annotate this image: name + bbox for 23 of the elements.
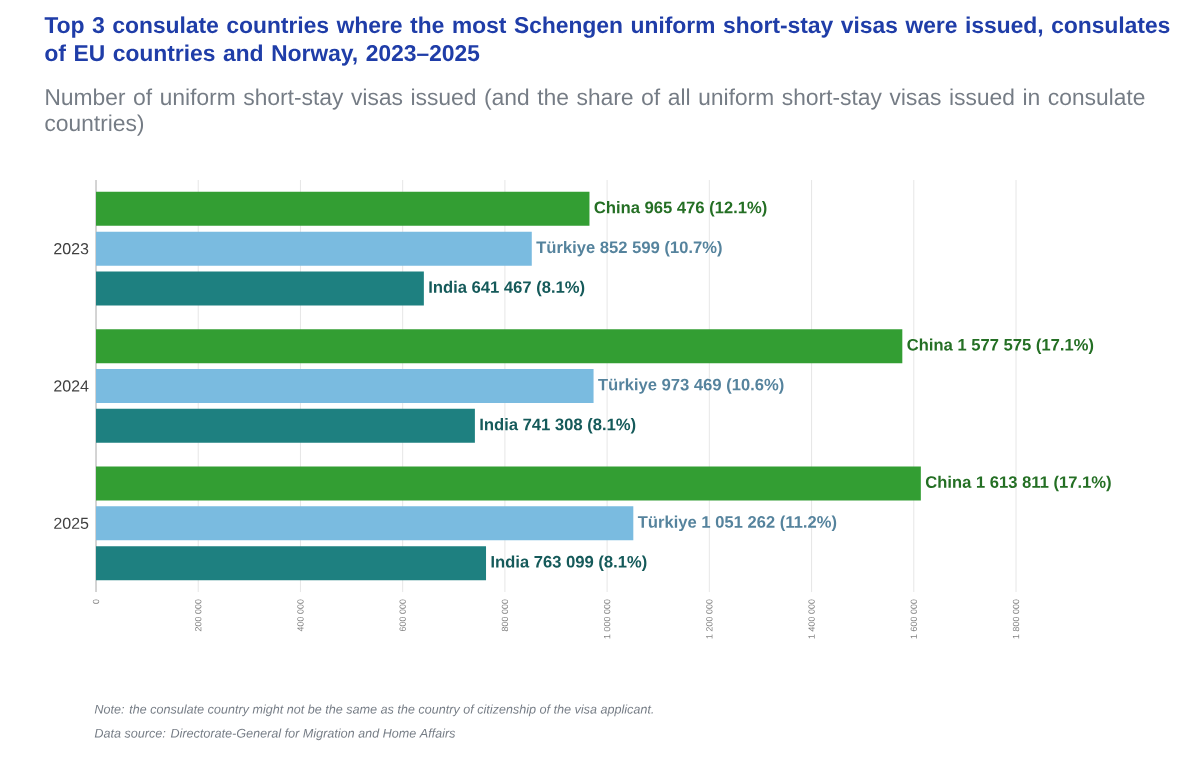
bar bbox=[96, 546, 487, 581]
data-label: India 741 308 (8.1%) bbox=[480, 418, 636, 434]
bar bbox=[96, 329, 903, 364]
data-label: China 1 577 575 (17.1%) bbox=[907, 338, 1094, 354]
data-label: China 965 476 (12.1%) bbox=[594, 201, 767, 217]
bar bbox=[96, 506, 634, 541]
bar bbox=[96, 271, 424, 306]
data-label: Türkiye 852 599 (10.7%) bbox=[536, 240, 722, 257]
data-label: China 1 613 811 (17.1%) bbox=[925, 475, 1111, 492]
bar bbox=[96, 369, 594, 404]
data-label: India 641 467 (8.1%) bbox=[429, 280, 585, 297]
y-tick-label: 2025 bbox=[54, 517, 89, 530]
bar bbox=[96, 231, 532, 266]
bar bbox=[96, 408, 475, 443]
y-tick-label: 2024 bbox=[54, 380, 89, 392]
chart-title: Top 3 consulate countries where the most Schengen uniform short-stay visas were issued, consulates of EU countries and Norway, 2023–2025 bbox=[44, 16, 1170, 66]
data-label: Türkiye 1 051 262 (11.2%) bbox=[637, 515, 837, 532]
data-label: India 763 099 (8.1%) bbox=[491, 555, 647, 571]
data-label: Türkiye 973 469 (10.6%) bbox=[598, 378, 784, 394]
bar bbox=[96, 466, 921, 501]
chart-subtitle: Number of uniform short-stay visas issued (and the share of all uniform short-stay visas issued in consulate countries) bbox=[45, 88, 1145, 136]
bar bbox=[96, 191, 590, 226]
y-tick-label: 2023 bbox=[54, 243, 89, 255]
